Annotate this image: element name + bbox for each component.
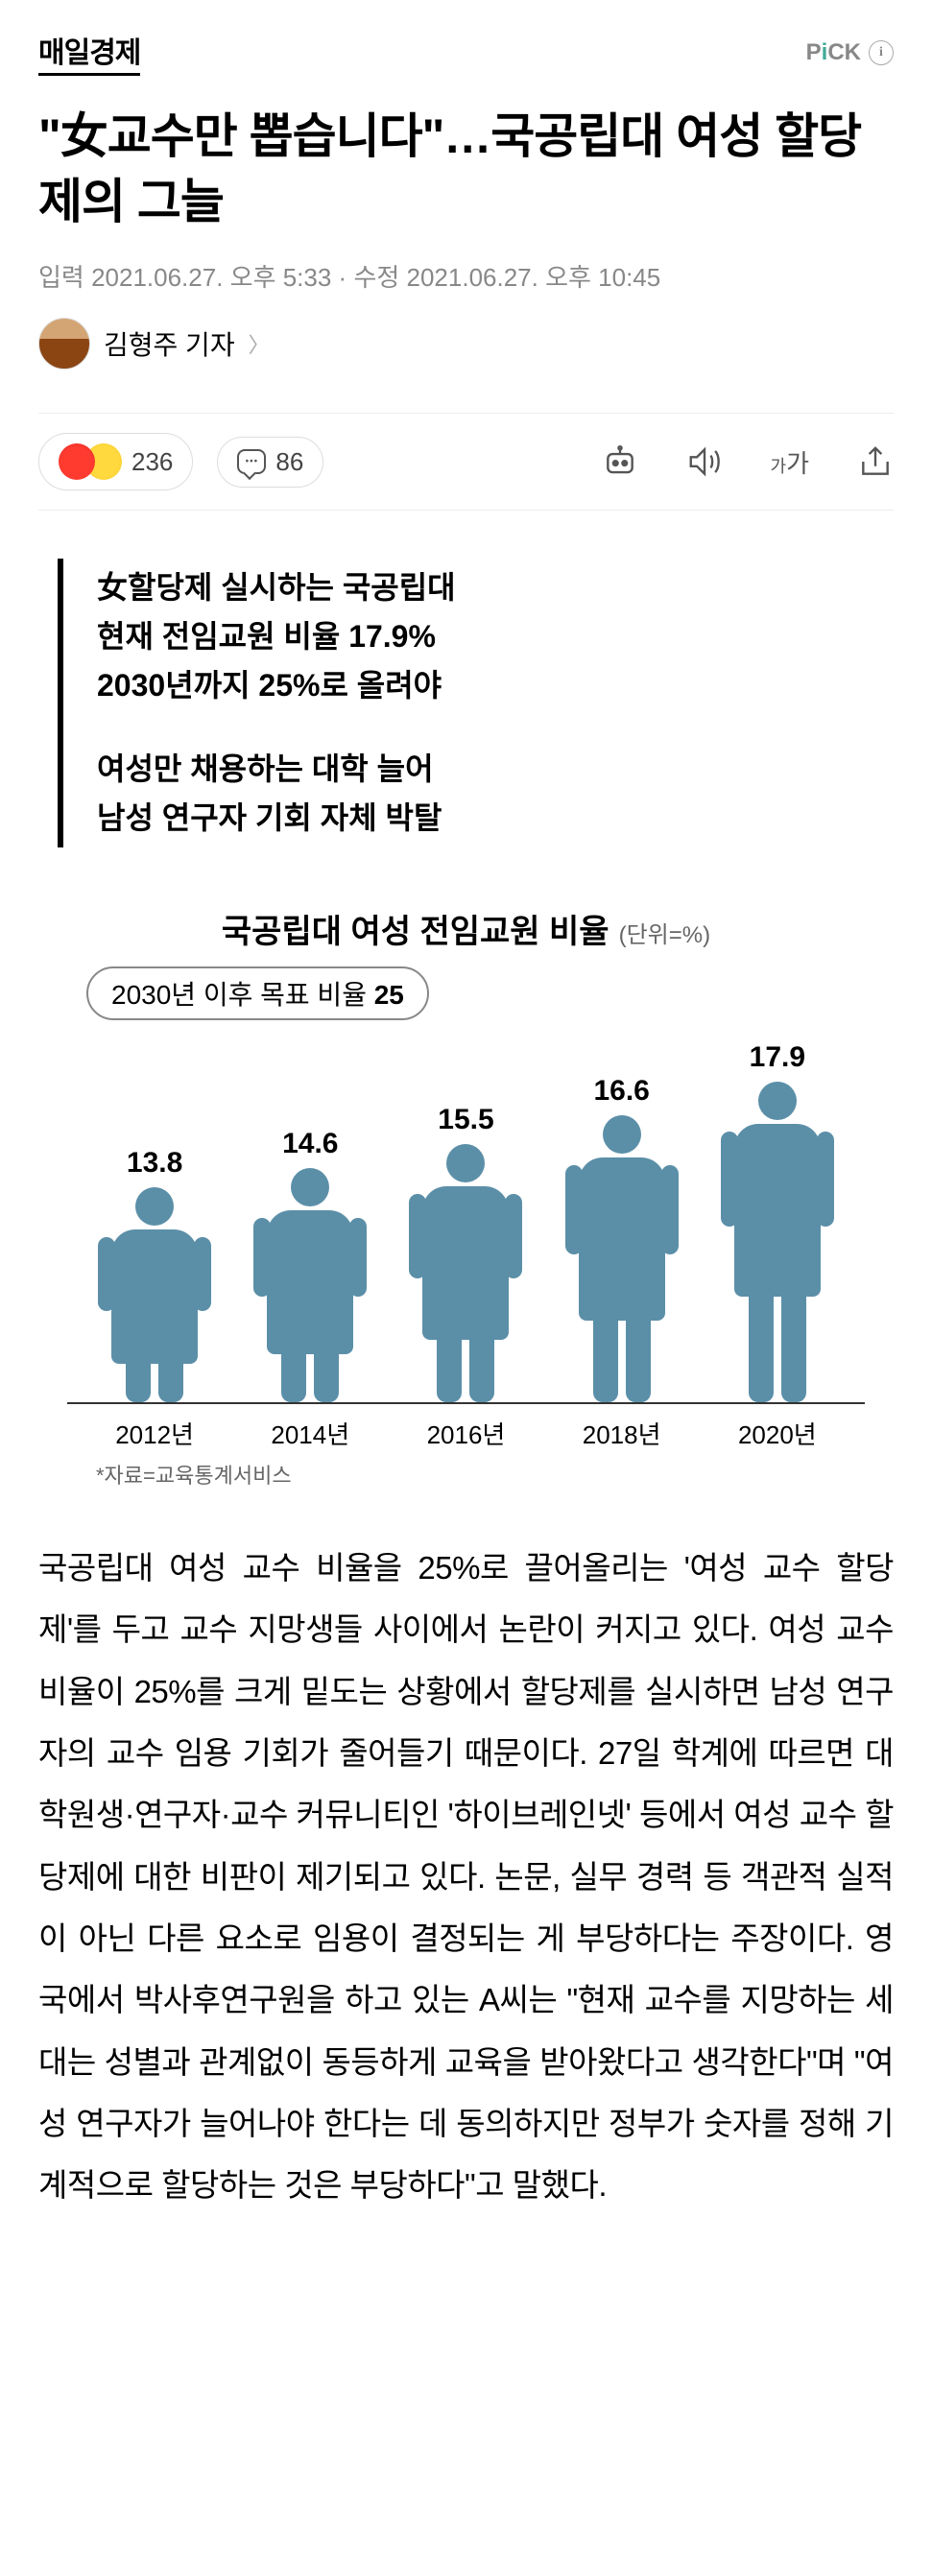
chart-bar: 15.5 (395, 1039, 536, 1402)
article-body: 국공립대 여성 교수 비율을 25%로 끌어올리는 '여성 교수 할당제'를 두… (38, 1538, 894, 2217)
chart-title: 국공립대 여성 전임교원 비율 (222, 905, 609, 952)
article-summary: 女할당제 실시하는 국공립대 현재 전임교원 비율 17.9% 2030년까지 … (58, 559, 894, 847)
chart-x-label: 2020년 (707, 1416, 848, 1451)
angry-emoji-icon (59, 443, 95, 480)
comments-button[interactable]: ••• 86 (217, 437, 323, 488)
chart-bar: 16.6 (552, 1039, 692, 1402)
chart-x-label: 2014년 (240, 1416, 380, 1451)
author-avatar[interactable] (38, 318, 90, 370)
chart-bar: 13.8 (84, 1039, 225, 1402)
chart-target-pill: 2030년 이후 목표 비율 25 (86, 966, 429, 1020)
publisher-logo[interactable]: 매일경제 (38, 29, 140, 76)
article-headline: "女교수만 뽑습니다"…국공립대 여성 할당제의 그늘 (38, 105, 894, 234)
share-icon[interactable] (857, 443, 894, 480)
chart-x-label: 2016년 (395, 1416, 536, 1451)
reactions-button[interactable]: 236 (38, 433, 193, 490)
pick-badge: PiCK i (806, 39, 894, 66)
chart-x-label: 2012년 (84, 1416, 225, 1451)
chart-bar: 14.6 (240, 1039, 380, 1402)
summary-bot-icon[interactable] (602, 443, 638, 480)
author-name[interactable]: 김형주 기자 (104, 324, 235, 363)
timestamps: 입력 2021.06.27. 오후 5:33 · 수정 2021.06.27. … (38, 258, 894, 294)
chart-unit: (단위=%) (619, 916, 711, 949)
comment-count: 86 (275, 447, 303, 477)
chart-x-label: 2018년 (552, 1416, 692, 1451)
chart-source: *자료=교육통계서비스 (67, 1459, 865, 1490)
infographic-chart: 국공립대 여성 전임교원 비율 (단위=%) 2030년 이후 목표 비율 25… (38, 905, 894, 1490)
comment-icon: ••• (237, 449, 266, 474)
reaction-count: 236 (131, 447, 173, 477)
tts-speaker-icon[interactable] (686, 443, 723, 480)
font-size-button[interactable]: 가가 (771, 444, 809, 480)
info-icon[interactable]: i (869, 40, 894, 65)
chart-bar: 17.9 (707, 1039, 848, 1402)
chevron-right-icon: 〉 (249, 328, 270, 359)
